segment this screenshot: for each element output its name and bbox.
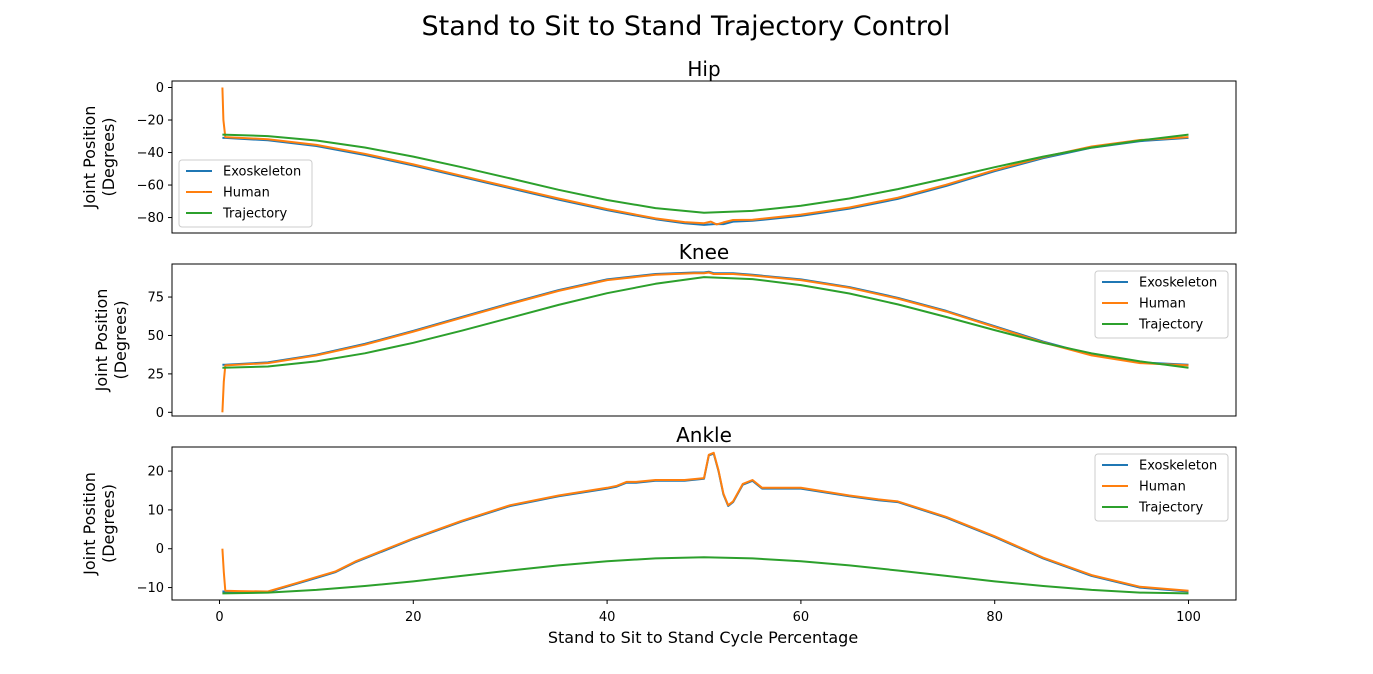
- hip-y-tick-label: −60: [137, 179, 164, 194]
- ankle-x-tick-label: 40: [599, 610, 616, 625]
- hip-subplot: 0 −20 −40 −60 −80 Hip Joint Position(Degrees) E…: [80, 57, 1237, 234]
- ankle-y-tick-label: −10: [137, 581, 164, 596]
- knee-y-axis-label: Joint Position(Degrees): [92, 289, 130, 393]
- hip-trajectory-line: [222, 133, 1189, 214]
- ankle-legend-box: [1094, 453, 1229, 522]
- knee-legend-label-exoskeleton: Exoskeleton: [1139, 276, 1217, 291]
- knee-y-tick-label: 0: [156, 406, 164, 421]
- ankle-series-lines: [221, 451, 1189, 595]
- knee-legend-label-trajectory: Trajectory: [1138, 318, 1203, 333]
- knee-legend-label-human: Human: [1139, 297, 1186, 312]
- figure-title: Stand to Sit to Stand Trajectory Control: [422, 11, 951, 42]
- knee-axes-frame: [171, 263, 1237, 417]
- hip-title: Hip: [687, 57, 720, 81]
- ankle-x-tick-label: 80: [986, 610, 1003, 625]
- hip-exoskeleton-line: [222, 136, 1189, 226]
- knee-series-lines: [221, 270, 1189, 413]
- knee-y-tick-label: 25: [147, 367, 164, 382]
- hip-legend-box: [178, 159, 313, 228]
- hip-legend-label-trajectory: Trajectory: [222, 207, 287, 222]
- hip-human-line: [221, 87, 1189, 226]
- hip-y-tick-label: −40: [137, 146, 164, 161]
- x-axis-label: Stand to Sit to Stand Cycle Percentage: [548, 628, 858, 647]
- ankle-legend-label-human: Human: [1139, 480, 1186, 495]
- ankle-human-line: [221, 451, 1189, 593]
- hip-legend: Exoskeleton Human Trajectory: [178, 159, 313, 228]
- hip-series-lines: [221, 87, 1189, 226]
- hip-legend-label-human: Human: [223, 186, 270, 201]
- ankle-x-tick-label: 20: [405, 610, 422, 625]
- ankle-x-tick-label: 60: [793, 610, 810, 625]
- ankle-x-tick-label: 0: [215, 610, 223, 625]
- knee-legend-box: [1094, 270, 1229, 339]
- ankle-axes-frame: [171, 446, 1237, 601]
- hip-y-tick-label: 0: [156, 81, 164, 96]
- ankle-y-tick-label: 10: [147, 503, 164, 518]
- hip-y-tick-label: −20: [137, 114, 164, 129]
- knee-subplot: 75 50 25 0 Knee Joint Position(Degrees) Exoske…: [92, 240, 1237, 421]
- knee-trajectory-line: [222, 276, 1189, 369]
- knee-y-tick-label: 75: [147, 291, 164, 306]
- hip-y-tick-label: −80: [137, 211, 164, 226]
- knee-exoskeleton-line: [222, 270, 1189, 366]
- hip-legend-label-exoskeleton: Exoskeleton: [223, 165, 301, 180]
- ankle-legend-label-exoskeleton: Exoskeleton: [1139, 459, 1217, 474]
- ankle-trajectory-line: [222, 556, 1189, 595]
- ankle-y-tick-label: 0: [156, 542, 164, 557]
- knee-title: Knee: [679, 240, 729, 264]
- ankle-x-tick-label: 100: [1176, 610, 1201, 625]
- knee-human-line: [221, 271, 1189, 413]
- hip-axes-frame: [171, 80, 1237, 234]
- knee-y-tick-label: 50: [147, 329, 164, 344]
- subplots: 0 −20 −40 −60 −80 Hip Joint Position(Degrees) E…: [80, 57, 1237, 625]
- ankle-legend-label-trajectory: Trajectory: [1138, 501, 1203, 516]
- ankle-y-axis-label: Joint Position(Degrees): [80, 472, 118, 576]
- ankle-title: Ankle: [676, 423, 732, 447]
- knee-legend: Exoskeleton Human Trajectory: [1094, 270, 1229, 339]
- ankle-y-tick-label: 20: [147, 465, 164, 480]
- ankle-legend: Exoskeleton Human Trajectory: [1094, 453, 1229, 522]
- hip-y-axis-label: Joint Position(Degrees): [80, 106, 118, 210]
